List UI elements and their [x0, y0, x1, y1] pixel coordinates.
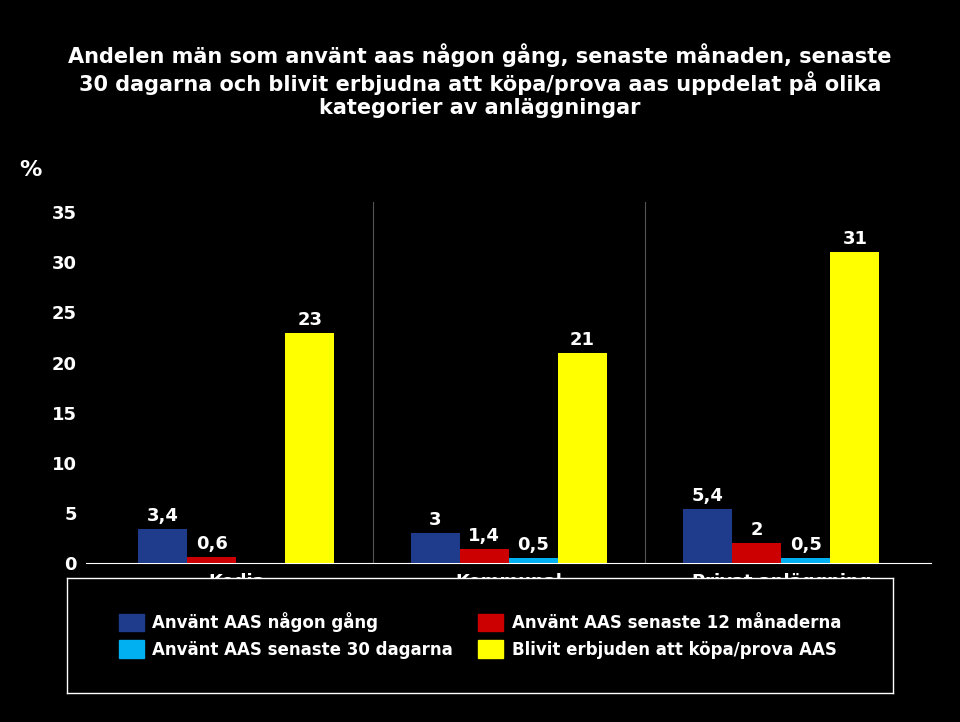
Bar	[732, 543, 781, 563]
Bar	[509, 558, 558, 563]
Text: 1,4: 1,4	[468, 527, 500, 545]
Text: 2: 2	[751, 521, 763, 539]
Bar	[781, 558, 830, 563]
Bar	[411, 533, 460, 563]
Text: 21: 21	[570, 331, 595, 349]
Bar	[460, 549, 509, 563]
Text: 23: 23	[298, 310, 323, 329]
Text: 31: 31	[842, 230, 868, 248]
Text: Andelen män som använt aas någon gång, senaste månaden, senaste
30 dagarna och b: Andelen män som använt aas någon gång, s…	[68, 43, 892, 118]
Text: %: %	[19, 160, 41, 180]
Text: 3,4: 3,4	[147, 507, 179, 525]
Bar	[285, 333, 334, 563]
Bar	[187, 557, 236, 563]
Bar	[830, 252, 879, 563]
Bar	[684, 509, 732, 563]
Text: 5,4: 5,4	[692, 487, 724, 505]
Text: 0,5: 0,5	[790, 536, 822, 554]
Legend: Använt AAS någon gång, Använt AAS senaste 30 dagarna, Använt AAS senaste 12 måna: Använt AAS någon gång, Använt AAS senast…	[112, 606, 848, 665]
Text: 0,6: 0,6	[196, 535, 228, 553]
Bar	[138, 529, 187, 563]
Text: 0,5: 0,5	[517, 536, 549, 554]
Text: 3: 3	[429, 511, 442, 529]
Bar	[558, 352, 607, 563]
